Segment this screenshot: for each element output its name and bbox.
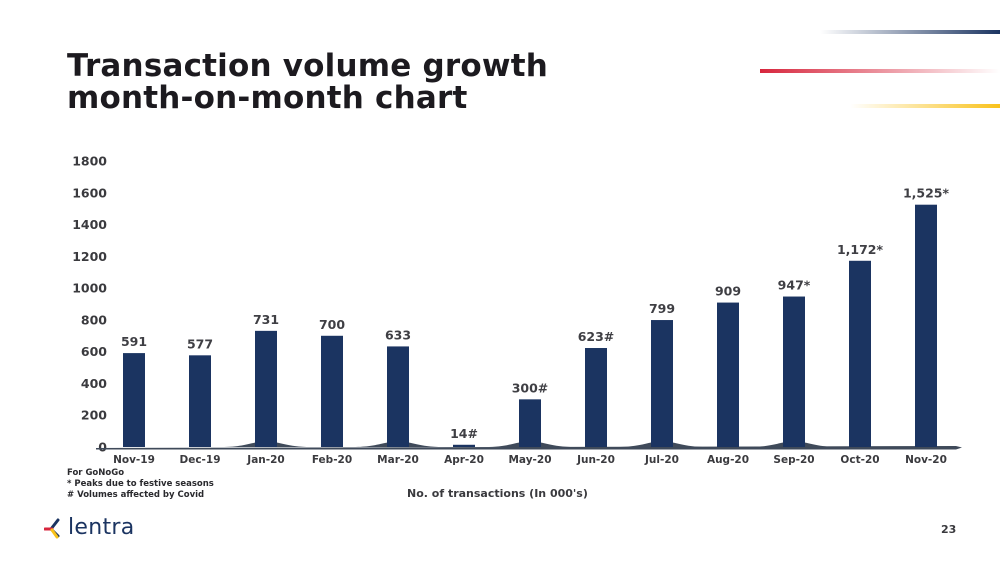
bar-apr-20 [453,444,475,447]
bar-jan-20 [255,330,277,447]
baseline-bar [96,446,962,450]
x-tick-label: Mar-20 [377,454,419,466]
x-tick-label: Jun-20 [576,454,615,466]
bar-dec-19 [189,355,211,447]
x-tick-label: Aug-20 [707,454,749,466]
x-tick-label: Oct-20 [840,454,879,466]
data-label: 14# [450,426,478,441]
data-label: 947* [778,278,811,293]
x-axis-title: No. of transactions (In 000's) [407,487,588,500]
x-tick-label: Sep-20 [773,454,814,466]
footnotes: For GoNoGo * Peaks due to festive season… [67,468,214,501]
data-label: 909 [715,284,741,299]
slide-title-line-2: month-on-month chart [67,80,468,116]
y-tick-label: 1800 [72,154,107,169]
decorative-red-line [760,69,1000,73]
page-number: 23 [941,523,957,536]
footnote-source: For GoNoGo [67,468,125,478]
x-tick-label: Feb-20 [312,454,352,466]
data-label: 623# [578,329,615,344]
x-tick-label: Dec-19 [179,454,220,466]
bar-nov-20 [915,204,937,447]
data-label: 300# [512,380,549,395]
y-tick-label: 600 [81,344,107,359]
data-label: 799 [649,301,675,316]
y-tick-label: 200 [81,408,107,423]
x-tick-label: Jan-20 [246,454,284,466]
data-labels: 591 577 731 700 633 14# 300# 623# 799 909 947* 1,17… [121,186,950,441]
y-tick-label: 1400 [72,217,107,232]
data-label: 633 [385,327,411,342]
bar-sep-20 [783,296,805,447]
y-tick-label: 1000 [72,281,107,296]
x-tick-label: Jul-20 [644,454,679,466]
data-label: 731 [253,312,279,327]
bar-jul-20 [651,320,673,447]
bar-jun-20 [585,348,607,447]
logo-text: lentra [68,515,135,540]
x-tick-label: May-20 [508,454,551,466]
data-label: 1,525* [903,186,950,201]
company-logo: lentra [44,515,135,541]
slide-title: Transaction volume growth month-on-month… [67,50,548,114]
bar-nov-19 [123,353,145,447]
bar-oct-20 [849,260,871,447]
data-label: 1,172* [837,242,884,257]
footnote-hash: # Volumes affected by Covid [67,490,205,500]
y-tick-label: 800 [81,312,107,327]
y-tick-label: 1600 [72,185,107,200]
x-tick-label: Apr-20 [444,454,484,466]
footnote-asterisk: * Peaks due to festive seasons [67,479,214,489]
y-tick-label: 1200 [72,249,107,264]
x-tick-label: Nov-20 [905,454,947,466]
y-tick-label: 400 [81,376,107,391]
data-label: 577 [187,336,213,351]
logo-mark-icon [44,518,60,539]
y-axis: 0 200 400 600 800 1000 1200 1400 1600 1800 [72,154,107,455]
decorative-navy-line [820,30,1000,34]
bar-feb-20 [321,335,343,447]
x-axis: Nov-19 Dec-19 Jan-20 Feb-20 Mar-20 Apr-20 May-… [113,454,947,466]
bar-mar-20 [387,346,409,447]
y-tick-label: 0 [98,440,107,455]
data-label: 591 [121,334,147,349]
bar-may-20 [519,399,541,447]
bar-aug-20 [717,302,739,447]
slide-title-line-1: Transaction volume growth [67,48,548,84]
data-label: 700 [319,317,345,332]
decorative-yellow-line [850,104,1000,108]
x-tick-label: Nov-19 [113,454,155,466]
bar-series [123,204,937,447]
